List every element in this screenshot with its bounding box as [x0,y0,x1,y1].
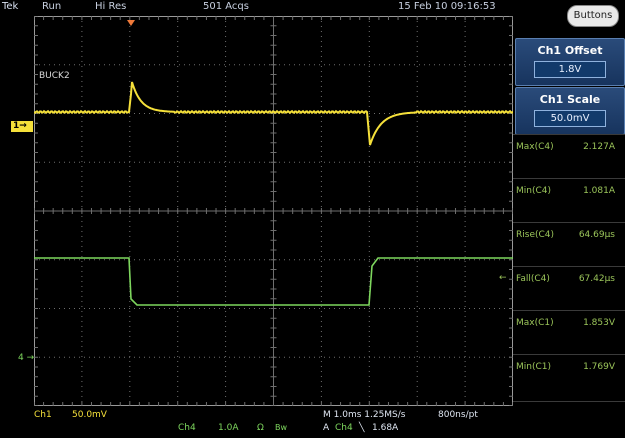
ch1-ground-marker[interactable]: 1→ [11,121,33,132]
trigger-label: A [323,423,330,433]
readout-bar: Ch1 50.0mV Ch4 1.0A Ω Bw M 1.0ms 1.25MS/… [0,406,513,438]
ch4-ground-marker[interactable]: 4 → [18,353,35,363]
trigger-source[interactable]: Ch4 [335,423,353,433]
measurement-value: 1.081A [583,186,615,196]
measurement-name: Min(C4) [516,186,552,196]
ch1-scale-value[interactable]: 50.0mV [534,110,606,127]
graticule [34,16,513,406]
status-bar: Tek Run Hi Res 501 Acqs 15 Feb 10 09:16:… [0,0,625,16]
datetime: 15 Feb 10 09:16:53 [398,1,496,12]
brand-label: Tek [2,1,19,12]
ch1-waveform [34,81,513,146]
measurement-min-c4[interactable]: Min(C4) 1.081A [513,178,625,225]
acq-mode[interactable]: Hi Res [95,1,127,12]
waveform-label: BUCK2 [39,71,70,81]
measurement-rise-c4[interactable]: Rise(C4) 64.69μs [513,222,625,269]
ch1-scale[interactable]: 50.0mV [72,410,107,420]
measurement-value: 64.69μs [578,230,615,240]
ch1-offset-panel[interactable]: Ch1 Offset 1.8V [515,38,625,86]
ch1-offset-title: Ch1 Offset [537,44,603,57]
ch4-scale[interactable]: 1.0A [218,423,239,433]
record-resolution: 800ns/pt [438,410,478,420]
measurement-fall-c4[interactable]: ← Fall(C4) 67.42μs [499,266,625,313]
ch4-bandwidth: Bw [275,423,288,432]
measurement-name: Max(C4) [516,142,554,152]
measurement-value: 2.127A [583,142,615,152]
ch1-scale-panel[interactable]: Ch1 Scale 50.0mV [515,87,625,135]
ch4-coupling: Ω [257,423,264,433]
ch1-name[interactable]: Ch1 [34,410,52,420]
ch4-name[interactable]: Ch4 [178,423,196,433]
measurement-value: 1.853V [583,318,615,328]
measurement-value: 1.769V [583,362,615,372]
run-state[interactable]: Run [42,1,62,12]
fall-pointer-icon: ← [499,273,507,283]
measurement-max-c1[interactable]: Max(C1) 1.853V [513,310,625,357]
ch1-offset-value[interactable]: 1.8V [534,61,606,78]
measurement-name: Fall(C4) [516,274,550,284]
measurement-name: Rise(C4) [516,230,555,240]
horizontal-setting[interactable]: M 1.0ms 1.25MS/s [323,410,406,420]
measurement-value: 67.42μs [578,274,615,284]
buttons-button[interactable]: Buttons [567,5,619,27]
ch4-waveform [34,257,513,306]
trigger-slope-icon: ╲ [359,423,365,433]
acq-count: 501 Acqs [203,1,249,12]
measurement-max-c4[interactable]: Max(C4) 2.127A [513,134,625,181]
side-panel: Buttons Ch1 Offset 1.8V Ch1 Scale 50.0mV… [499,0,625,438]
measurement-min-c1[interactable]: Min(C1) 1.769V [513,354,625,402]
measurement-name: Min(C1) [516,362,552,372]
waveform-display[interactable]: BUCK2 [34,16,513,406]
trigger-level[interactable]: 1.68A [372,423,399,433]
measurement-name: Max(C1) [516,318,554,328]
trigger-position-marker[interactable] [127,20,135,26]
ch1-scale-title: Ch1 Scale [539,93,601,106]
